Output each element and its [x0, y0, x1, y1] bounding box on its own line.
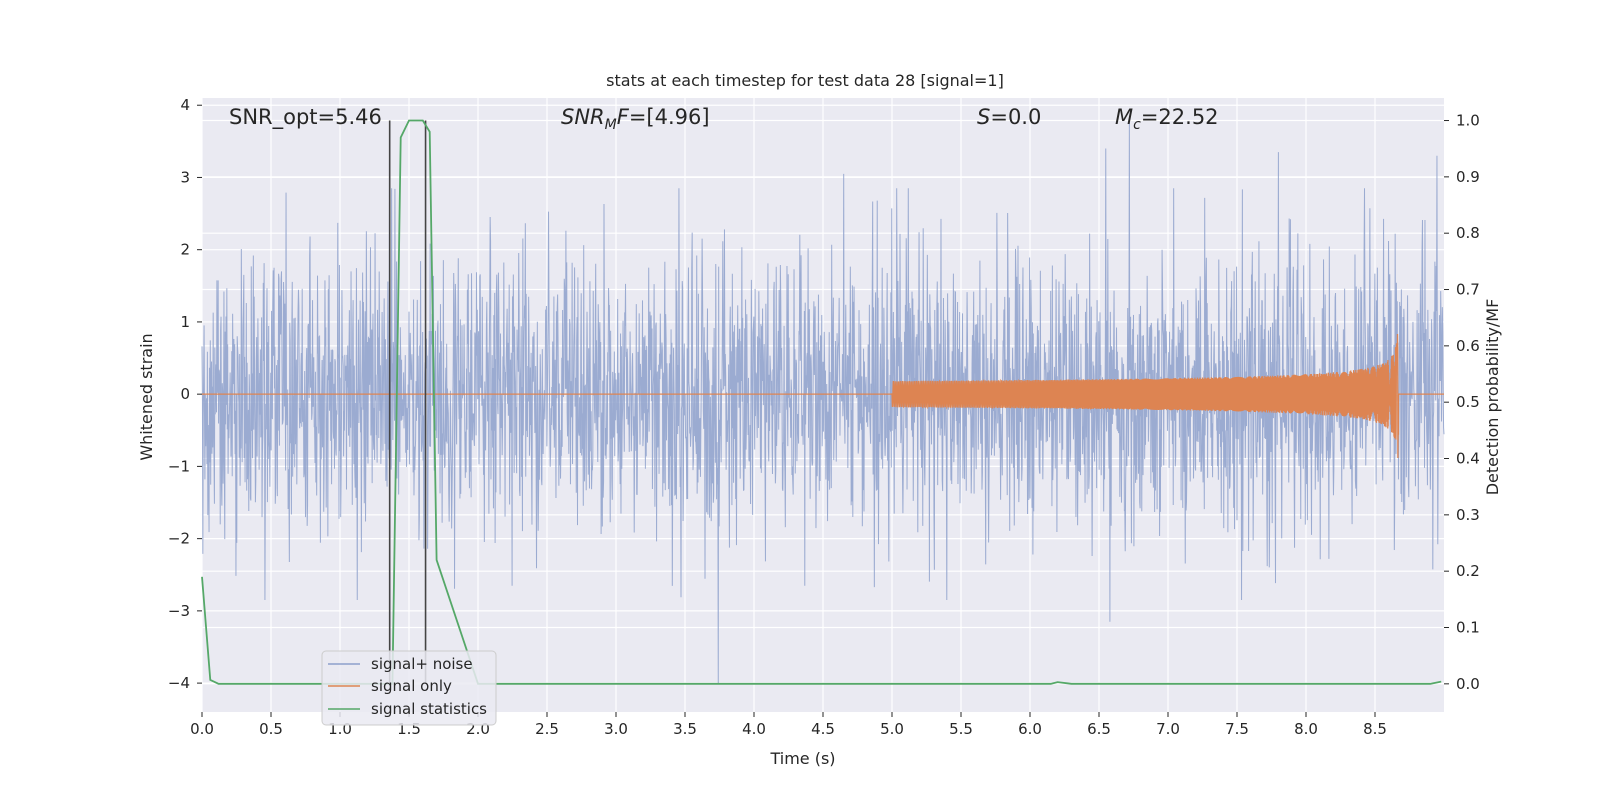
x-tick-label: 5.5: [949, 720, 973, 738]
x-tick-label: 3.0: [604, 720, 628, 738]
x-tick-label: 7.0: [1156, 720, 1180, 738]
x-tick-label: 5.0: [880, 720, 904, 738]
annotation-s-value: =0.0: [990, 105, 1041, 129]
x-tick-label: 2.5: [535, 720, 559, 738]
x-tick-label: 7.5: [1225, 720, 1249, 738]
y-tick-label: −3: [168, 602, 190, 620]
annotation-mc-symbol: M: [1115, 105, 1133, 129]
y-tick-label: −2: [168, 530, 190, 548]
y-axis-right-ticks: 0.0 0.1 0.2 0.3 0.4 0.5 0.6 0.7 0.8 0.9 1.0: [1444, 112, 1480, 693]
x-tick-label: 8.0: [1294, 720, 1318, 738]
x-tick-label: 0.5: [259, 720, 283, 738]
series-signal-noise-line: [201, 123, 1445, 684]
x-tick-label: 0.0: [190, 720, 214, 738]
y-tick-label: 2: [180, 241, 190, 259]
y-right-tick-label: 0.8: [1456, 224, 1480, 242]
annotation-snr-mf: SNRMF=[4.96]: [561, 105, 710, 133]
legend-label-signal-statistics: signal statistics: [371, 700, 487, 718]
annotation-snr-opt: SNR_opt=5.46: [229, 105, 382, 130]
y-right-tick-label: 1.0: [1456, 112, 1480, 130]
y-tick-label: −4: [168, 674, 190, 692]
y-right-tick-label: 0.1: [1456, 619, 1480, 637]
y-right-tick-label: 0.7: [1456, 281, 1480, 299]
x-axis-label: Time (s): [769, 749, 835, 768]
annotation-snr-mf-value: =[4.96]: [629, 105, 710, 129]
x-tick-label: 4.0: [742, 720, 766, 738]
series-signal-statistics-line: [201, 119, 1442, 685]
y-right-tick-label: 0.4: [1456, 450, 1480, 468]
annotation-snr-mf-symbol: SNR: [561, 105, 605, 129]
annotation-snr-mf-f: F: [617, 105, 630, 129]
y-axis-ticks: −4 −3 −2 −1 0 1 2 3 4: [168, 96, 202, 692]
annotation-snr-mf-subscript: M: [605, 117, 617, 133]
x-tick-label: 6.0: [1018, 720, 1042, 738]
x-tick-label: 8.5: [1363, 720, 1387, 738]
y-tick-label: 4: [180, 96, 190, 114]
y-right-tick-label: 0.5: [1456, 393, 1480, 411]
y-tick-label: 0: [180, 385, 190, 403]
annotation-mc-subscript: c: [1133, 117, 1141, 133]
y-right-tick-label: 0.3: [1456, 506, 1480, 524]
legend-frame: [321, 650, 497, 726]
y-right-tick-label: 0.2: [1456, 562, 1480, 580]
y-axis-right-label: Detection probability/MF: [1483, 299, 1502, 496]
chart-title: stats at each timestep for test data 28 …: [606, 71, 1004, 90]
y-tick-label: 3: [180, 168, 190, 186]
series-signal-only-line: [202, 334, 1444, 458]
x-tick-label: 4.5: [811, 720, 835, 738]
y-tick-label: −1: [168, 457, 190, 475]
legend-label-signal-only: signal only: [371, 677, 452, 695]
legend-label-signal-noise: signal+ noise: [371, 655, 473, 673]
annotation-s: S=0.0: [977, 105, 1041, 129]
y-axis-label: Whitened strain: [137, 333, 156, 460]
x-tick-label: 6.5: [1087, 720, 1111, 738]
y-right-tick-label: 0.6: [1456, 337, 1480, 355]
y-right-tick-label: 0.9: [1456, 168, 1480, 186]
annotation-mc-value: =22.52: [1141, 105, 1219, 129]
plot-content: [201, 119, 1445, 685]
annotation-mc: Mc=22.52: [1115, 105, 1219, 133]
annotation-s-symbol: S: [977, 105, 990, 129]
legend: signal+ noise signal only signal statist…: [321, 650, 497, 726]
x-tick-label: 3.5: [673, 720, 697, 738]
y-tick-label: 1: [180, 313, 190, 331]
y-right-tick-label: 0.0: [1456, 675, 1480, 693]
